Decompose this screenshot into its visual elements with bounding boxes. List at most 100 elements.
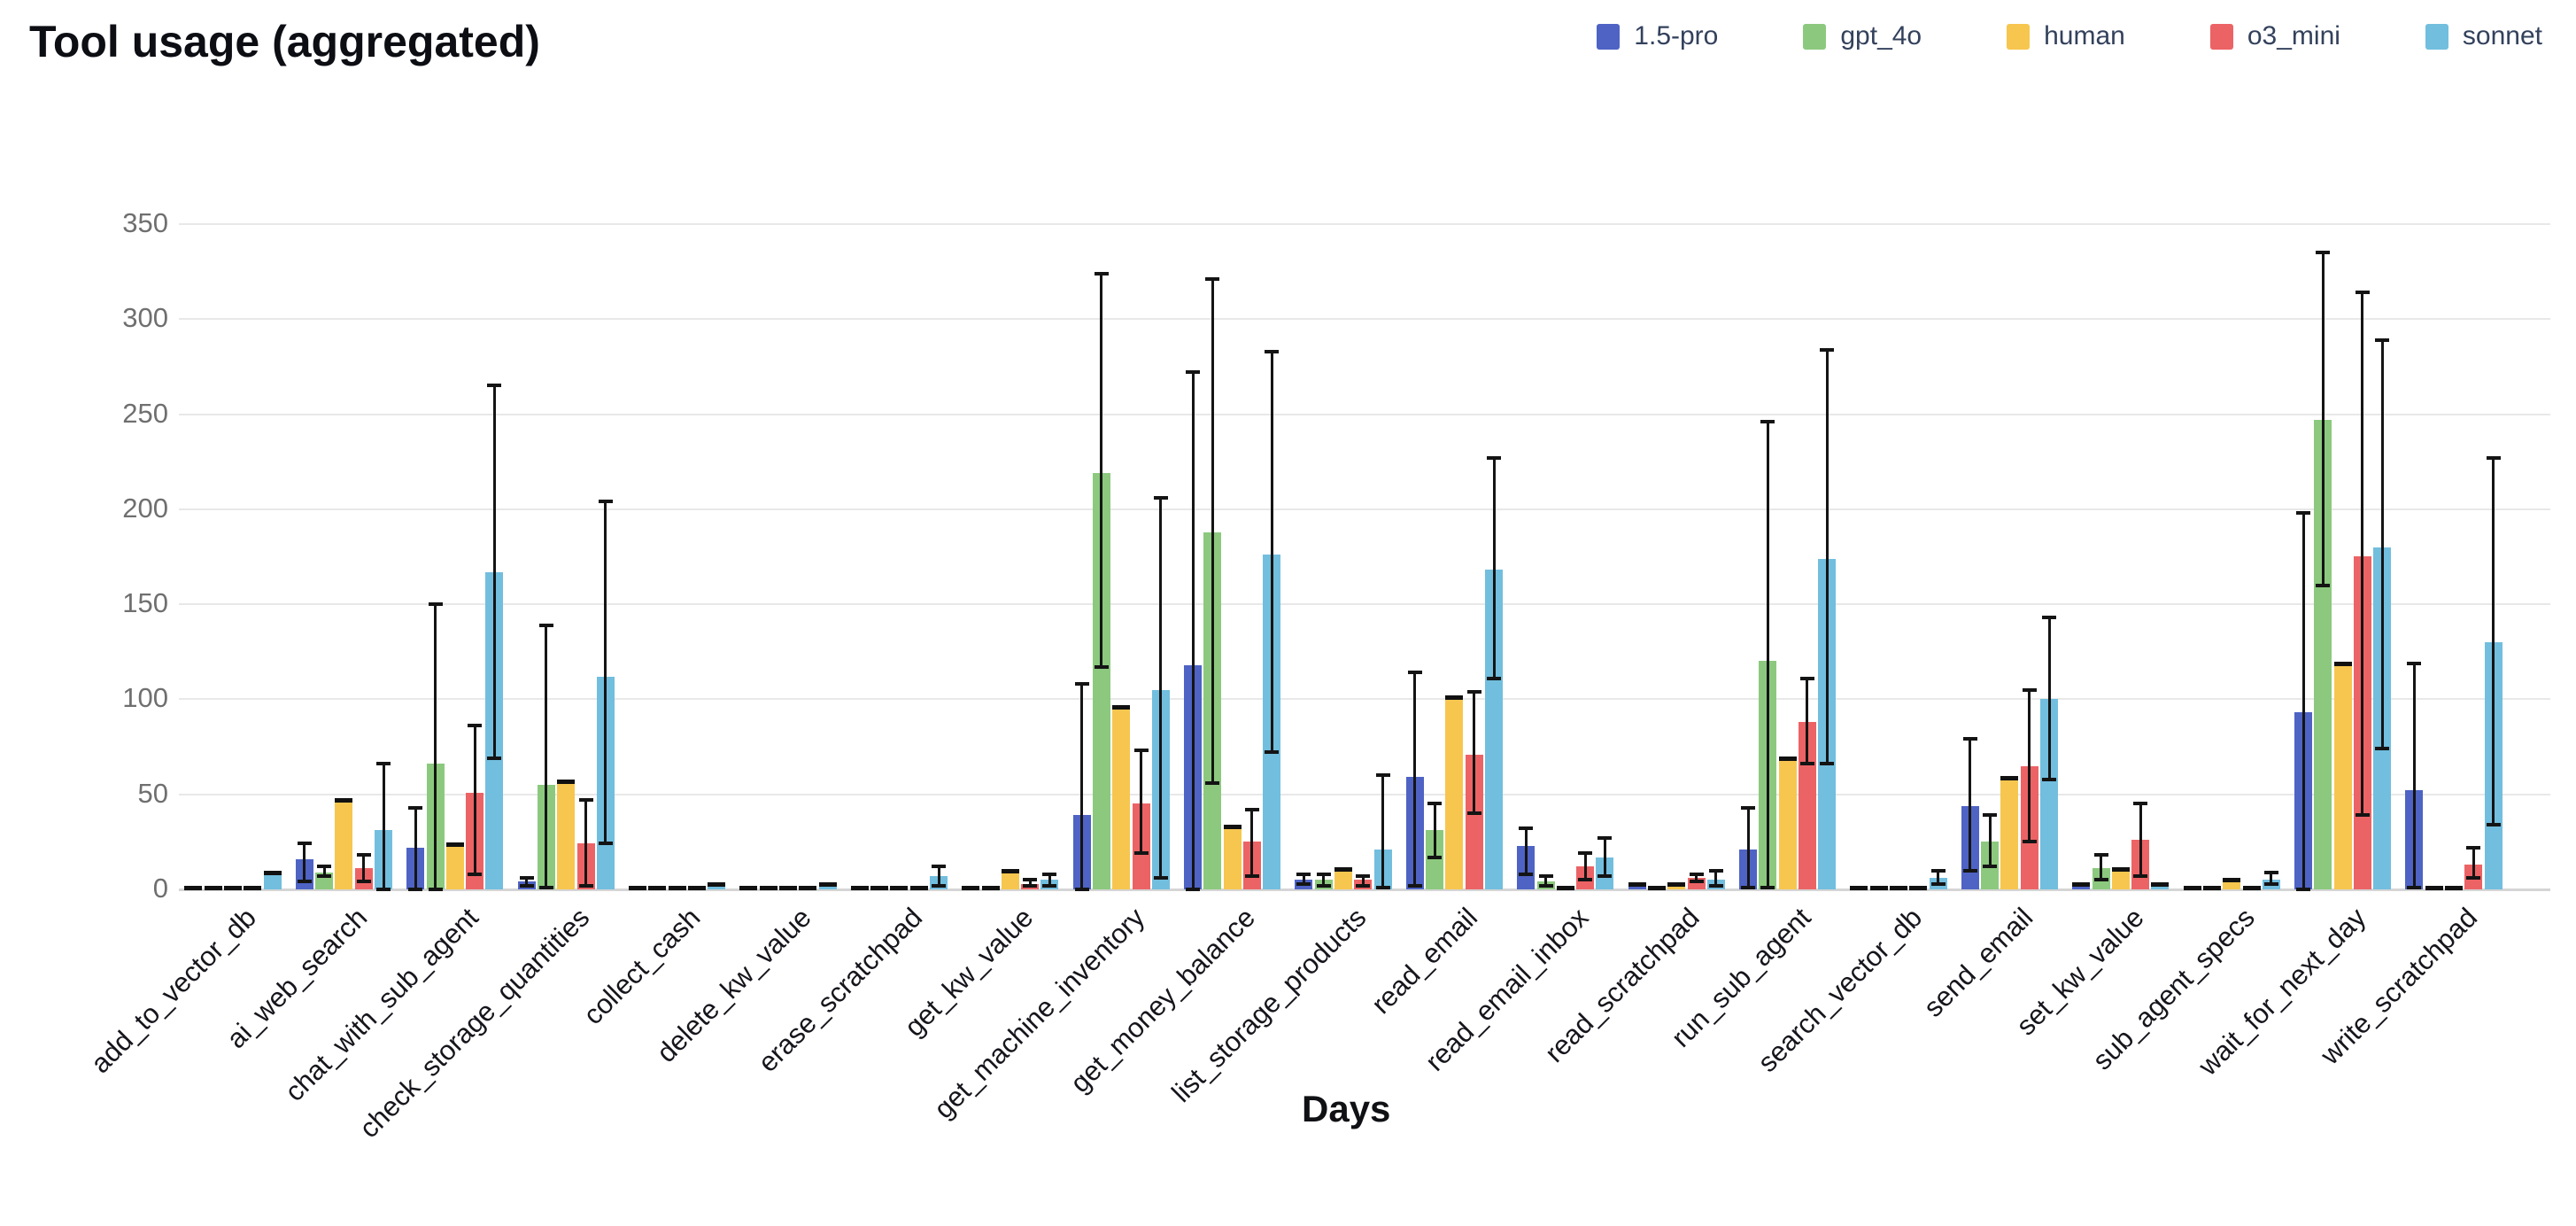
error-bar-dash xyxy=(445,842,464,847)
error-bar-cap xyxy=(356,853,371,857)
error-bar xyxy=(2139,803,2142,876)
error-bar-cap xyxy=(519,876,534,881)
error-bar-cap xyxy=(428,602,443,607)
error-bar-cap xyxy=(1186,888,1200,891)
error-bar-cap xyxy=(1708,868,1723,873)
error-bar-cap xyxy=(1094,664,1109,669)
error-bar xyxy=(1270,351,1273,753)
bar-human xyxy=(557,783,576,889)
error-bar-dash xyxy=(1909,886,1928,890)
legend-swatch-icon xyxy=(1803,23,1827,50)
error-bar-cap xyxy=(1375,773,1390,778)
error-bar-cap xyxy=(1407,883,1422,888)
error-bar-dash xyxy=(2000,775,2019,780)
error-bar-cap xyxy=(2375,747,2390,751)
legend-swatch-icon xyxy=(2425,23,2448,50)
x-tick-label: read_email xyxy=(1365,902,1484,1020)
error-bar-cap xyxy=(2133,802,2148,806)
error-bar xyxy=(1028,880,1032,886)
error-bar-cap xyxy=(519,883,534,888)
bar-human xyxy=(1778,760,1797,889)
error-bar-dash xyxy=(2242,886,2261,890)
error-bar-cap xyxy=(1519,826,1534,831)
bar-sonnet xyxy=(2151,886,2170,889)
error-bar xyxy=(1473,691,1476,814)
error-bar-cap xyxy=(2407,885,2422,889)
error-bar-cap xyxy=(1466,811,1481,816)
error-bar-cap xyxy=(2407,661,2422,665)
error-bar xyxy=(2380,339,2384,749)
error-bar-cap xyxy=(2355,813,2370,818)
y-tick-label: 150 xyxy=(122,587,168,619)
error-bar-cap xyxy=(1042,872,1057,876)
error-bar-dash xyxy=(708,881,726,887)
error-bar-cap xyxy=(538,885,553,889)
error-bar-cap xyxy=(317,873,332,878)
x-tick-label: add_to_vector_db xyxy=(84,902,262,1080)
y-tick-label: 250 xyxy=(122,397,168,429)
error-bar-cap xyxy=(356,880,371,884)
error-bar-cap xyxy=(538,623,553,627)
error-bar-dash xyxy=(2072,881,2091,887)
error-bar-cap xyxy=(1597,873,1613,878)
legend-label: sonnet xyxy=(2462,21,2542,50)
error-bar xyxy=(2472,847,2475,879)
error-bar-dash xyxy=(1778,757,1797,762)
error-bar xyxy=(492,385,496,758)
error-bar-cap xyxy=(1578,851,1593,856)
error-bar-cap xyxy=(1153,876,1168,881)
error-bar-dash xyxy=(890,886,909,890)
error-bar-cap xyxy=(1983,865,1998,869)
error-bar xyxy=(2492,457,2495,826)
bar-human xyxy=(2223,881,2241,889)
x-tick-label: send_email xyxy=(1917,902,2039,1023)
error-bar-cap xyxy=(1519,872,1534,876)
error-bar xyxy=(1048,873,1051,886)
error-bar-cap xyxy=(1760,885,1775,889)
y-tick-label: 50 xyxy=(137,777,168,809)
error-bar-cap xyxy=(1074,682,1089,687)
error-bar-cap xyxy=(1205,277,1220,282)
legend-swatch-icon xyxy=(2209,23,2233,50)
error-bar xyxy=(937,866,940,886)
error-bar-cap xyxy=(1799,762,1814,766)
error-bar-cap xyxy=(487,756,502,760)
gridline xyxy=(179,318,2550,321)
error-bar-cap xyxy=(487,384,502,388)
legend-label: o3_mini xyxy=(2247,21,2340,50)
bar-human xyxy=(1445,699,1464,889)
error-bar-cap xyxy=(1538,883,1553,888)
error-bar xyxy=(1413,672,1417,886)
error-bar-cap xyxy=(1538,873,1553,878)
error-bar-dash xyxy=(1001,868,1019,873)
error-bar-dash xyxy=(2111,866,2130,872)
error-bar-cap xyxy=(1741,805,1755,810)
error-bar-cap xyxy=(1356,883,1371,888)
bar-human xyxy=(2111,871,2130,889)
error-bar-dash xyxy=(184,886,203,890)
error-bar-cap xyxy=(598,842,613,846)
error-bar xyxy=(1988,815,1992,867)
error-bar-cap xyxy=(1356,873,1371,878)
gridline xyxy=(179,698,2550,701)
error-bar xyxy=(2301,513,2305,889)
error-bar-cap xyxy=(297,880,312,884)
y-tick-label: 350 xyxy=(122,206,168,238)
error-bar xyxy=(362,855,366,882)
error-bar-cap xyxy=(2022,687,2037,692)
error-bar-dash xyxy=(687,886,706,890)
error-bar xyxy=(1937,870,1940,884)
error-bar-cap xyxy=(1466,689,1481,694)
legend-label: human xyxy=(2044,21,2125,50)
error-bar-dash xyxy=(557,779,576,784)
bar-1.5-pro xyxy=(2072,886,2091,889)
error-bar-cap xyxy=(1186,370,1200,375)
error-bar-dash xyxy=(1850,886,1868,890)
x-tick-label: list_storage_products xyxy=(1165,902,1373,1109)
error-bar-cap xyxy=(1487,455,1501,460)
error-bar-cap xyxy=(2022,840,2037,844)
legend-swatch-icon xyxy=(1597,23,1621,50)
bar-human xyxy=(1334,871,1352,889)
y-tick-label: 0 xyxy=(152,873,168,904)
